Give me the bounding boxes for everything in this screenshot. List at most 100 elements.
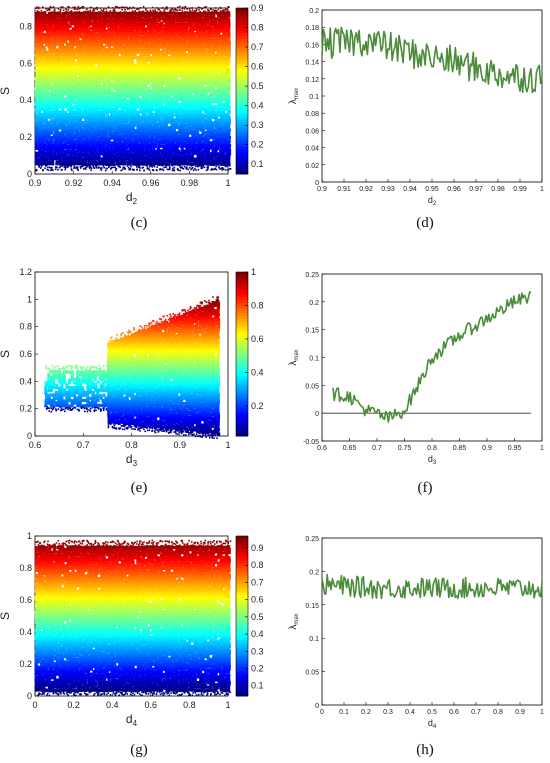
chart-e-colorbar-tick: 1 (251, 267, 256, 277)
chart-g-colorbar-tick: 0.2 (251, 663, 264, 673)
chart-g-xtick: 0.4 (106, 700, 119, 710)
chart-g-xtick: 0.6 (145, 700, 158, 710)
chart-h-ytick: 0.2 (309, 569, 319, 576)
chart-d-ytick: 0.16 (305, 42, 319, 49)
chart-c-ytick: 0.4 (19, 95, 32, 105)
chart-e-ytick: 0.6 (19, 349, 32, 359)
chart-g-ylabel: S (0, 612, 12, 620)
chart-h-xtick: 0.5 (427, 709, 437, 716)
chart-d-xtick: 0.93 (381, 186, 395, 193)
chart-h-line (321, 573, 543, 600)
chart-h-xtick: 0 (320, 709, 324, 716)
chart-c-xtick: 0.98 (181, 178, 199, 188)
chart-e-colorbar-tick: 0.6 (251, 334, 264, 344)
chart-f-ytick: -0.05 (303, 439, 319, 446)
chart-d-ytick: 0.14 (305, 60, 319, 67)
chart-g-ytick: 0.8 (19, 563, 32, 573)
chart-f-xtick: 0.75 (398, 445, 412, 452)
chart-d-xtick: 0.98 (491, 186, 505, 193)
panel-label-h: (h) (416, 742, 434, 758)
chart-g-colorbar-tick: 0.7 (251, 577, 264, 587)
chart-c-xtick: 1 (225, 178, 230, 188)
chart-f-ytick: 0.25 (305, 272, 319, 279)
chart-h-xtick: 0.8 (493, 709, 503, 716)
chart-h-ylabel: λmax (288, 613, 300, 629)
chart-d-ytick: 0.02 (305, 163, 319, 170)
chart-g-colorbar: 0.1 0.2 0.3 0.4 0.5 0.6 0.7 0.8 0.9 (235, 535, 264, 697)
chart-c-ytick: 0.8 (19, 21, 32, 31)
chart-g-xtick: 0 (32, 700, 37, 710)
chart-d-ytick: 0.2 (309, 8, 319, 15)
panel-label-d: (d) (416, 215, 434, 231)
chart-g-xlabel: d4 (126, 712, 138, 728)
chart-d-xtick: 0.99 (513, 186, 527, 193)
chart-c-colorbar-tick: 0.6 (251, 62, 264, 72)
chart-c-xtick: 0.92 (65, 178, 83, 188)
chart-d-ytick: 0.18 (305, 25, 319, 32)
chart-e-ytick: 1 (27, 294, 32, 304)
chart-e1-scatter (44, 364, 112, 413)
chart-d-xtick: 0.92 (359, 186, 373, 193)
chart-g-colorbar-tick: 0.9 (251, 543, 264, 553)
chart-f-ytick: 0.2 (309, 300, 319, 307)
chart-d-ytick: 0.12 (305, 77, 319, 84)
chart-c-scatter (34, 5, 232, 172)
chart-e-ytick: 1.2 (19, 267, 32, 277)
chart-e-colorbar-tick: 0.2 (251, 401, 264, 411)
chart-h-ytick: 0.15 (305, 603, 319, 610)
chart-f-xtick: 0.6 (317, 445, 327, 452)
chart-g-colorbar-tick: 0.4 (251, 629, 264, 639)
chart-e-ytick: 0 (27, 431, 32, 441)
chart-e-ytick: 0.4 (19, 376, 32, 386)
chart-h-xtick: 0.4 (405, 709, 415, 716)
chart-h-ytick: 0.25 (305, 536, 319, 543)
chart-f-ytick: 0.05 (305, 383, 319, 390)
chart-d-xlabel: d2 (428, 195, 437, 207)
chart-d-ytick: 0 (315, 180, 319, 187)
chart-h-ytick: 0.1 (309, 636, 319, 643)
chart-h-ytick: 0 (315, 703, 319, 710)
chart-e-xlabel: d3 (126, 452, 138, 468)
chart-e-ytick: 0.2 (19, 404, 32, 414)
chart-f-xlabel: d3 (428, 454, 437, 466)
chart-c-colorbar-tick: 0.8 (251, 23, 264, 33)
chart-g-colorbar-tick: 0.1 (251, 681, 264, 691)
chart-e-colorbar-tick: 0.4 (251, 367, 264, 377)
chart-e2-scatter (106, 296, 221, 440)
chart-g-ytick: 1 (27, 531, 32, 541)
chart-c-colorbar-tick: 0.2 (251, 140, 264, 150)
chart-d-xtick: 0.95 (425, 186, 439, 193)
chart-g-colorbar-tick: 0.5 (251, 612, 264, 622)
chart-h-ytick: 0.05 (305, 670, 319, 677)
chart-h-xtick: 0.9 (515, 709, 525, 716)
chart-h-xtick: 1 (540, 709, 544, 716)
chart-f-line (332, 291, 532, 423)
chart-f-ytick: 0 (315, 411, 319, 418)
chart-c-xtick: 0.96 (142, 178, 160, 188)
chart-g-xtick: 0.2 (67, 700, 80, 710)
chart-c-ytick: 0.2 (19, 132, 32, 142)
chart-g-ytick: 0.6 (19, 595, 32, 605)
chart-c-ylabel: S (0, 87, 12, 95)
panel-label-g: (g) (130, 742, 148, 758)
chart-d-ylabel: λmax (288, 88, 300, 104)
chart-e-xtick: 0.8 (125, 440, 138, 450)
chart-c-colorbar-tick: 0.9 (251, 3, 264, 13)
chart-e-xtick: 0.9 (173, 440, 186, 450)
chart-g-xtick: 1 (225, 700, 230, 710)
chart-h-xtick: 0.6 (449, 709, 459, 716)
chart-f-xtick: 0.9 (482, 445, 492, 452)
chart-h-xtick: 0.7 (471, 709, 481, 716)
chart-e-xtick: 0.6 (29, 440, 42, 450)
chart-d-line (321, 26, 543, 94)
panel-label-c: (c) (130, 215, 148, 231)
chart-g-ytick: 0 (27, 691, 32, 701)
chart-c-ytick: 0.6 (19, 58, 32, 68)
chart-f-xtick: 0.8 (427, 445, 437, 452)
chart-c-ytick: 0 (27, 169, 32, 179)
chart-d-xtick: 0.9 (317, 186, 327, 193)
chart-c-colorbar: 0.1 0.2 0.3 0.4 0.5 0.6 0.7 0.8 0.9 (235, 3, 264, 175)
chart-d-ytick: 0.04 (305, 146, 319, 153)
